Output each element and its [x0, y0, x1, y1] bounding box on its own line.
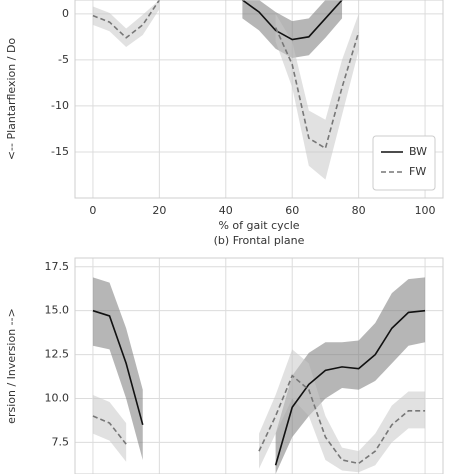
confidence-band: [242, 0, 343, 59]
plot-frame: [74, 0, 444, 199]
y-tick-label: 15.0: [45, 304, 70, 317]
confidence-band: [92, 0, 160, 47]
x-tick-label: 0: [89, 204, 96, 217]
line: [92, 415, 127, 445]
y-tick-label: -5: [58, 53, 69, 66]
line: [92, 309, 144, 426]
x-tick-label: 100: [415, 204, 436, 217]
x-tick-label: 20: [152, 204, 166, 217]
y-tick-label: -15: [51, 145, 69, 158]
x-tick-label: 40: [219, 204, 233, 217]
y-tick-label: -10: [51, 99, 69, 112]
y-tick-label: 10.0: [45, 391, 70, 404]
confidence-band: [275, 13, 359, 180]
line: [92, 0, 161, 39]
line: [241, 0, 343, 41]
confidence-band: [92, 277, 143, 460]
y-tick-label: 0: [62, 7, 69, 20]
legend-label: FW: [409, 165, 426, 178]
line: [258, 374, 426, 465]
line: [274, 309, 426, 466]
x-tick-label: 60: [285, 204, 299, 217]
plot-frame: [74, 257, 444, 474]
x-axis-label: % of gait cycle: [218, 219, 299, 232]
line: [274, 27, 360, 150]
x-tick-label: 80: [352, 204, 366, 217]
y-tick-label: 12.5: [45, 348, 70, 361]
plot-area: [75, 0, 443, 198]
confidence-band: [259, 349, 426, 473]
y-tick-label: 7.5: [52, 435, 70, 448]
subtitle: (b) Frontal plane: [214, 234, 305, 247]
plot-area: [75, 258, 443, 474]
confidence-band: [275, 277, 426, 474]
y-axis-label: ersion / Inversion -->: [5, 308, 18, 424]
legend-box: [372, 135, 436, 191]
y-axis-label: <-- Plantarflexion / Do: [5, 38, 18, 161]
y-tick-label: 17.5: [45, 260, 70, 273]
legend-label: BW: [409, 145, 427, 158]
confidence-band: [92, 394, 127, 462]
